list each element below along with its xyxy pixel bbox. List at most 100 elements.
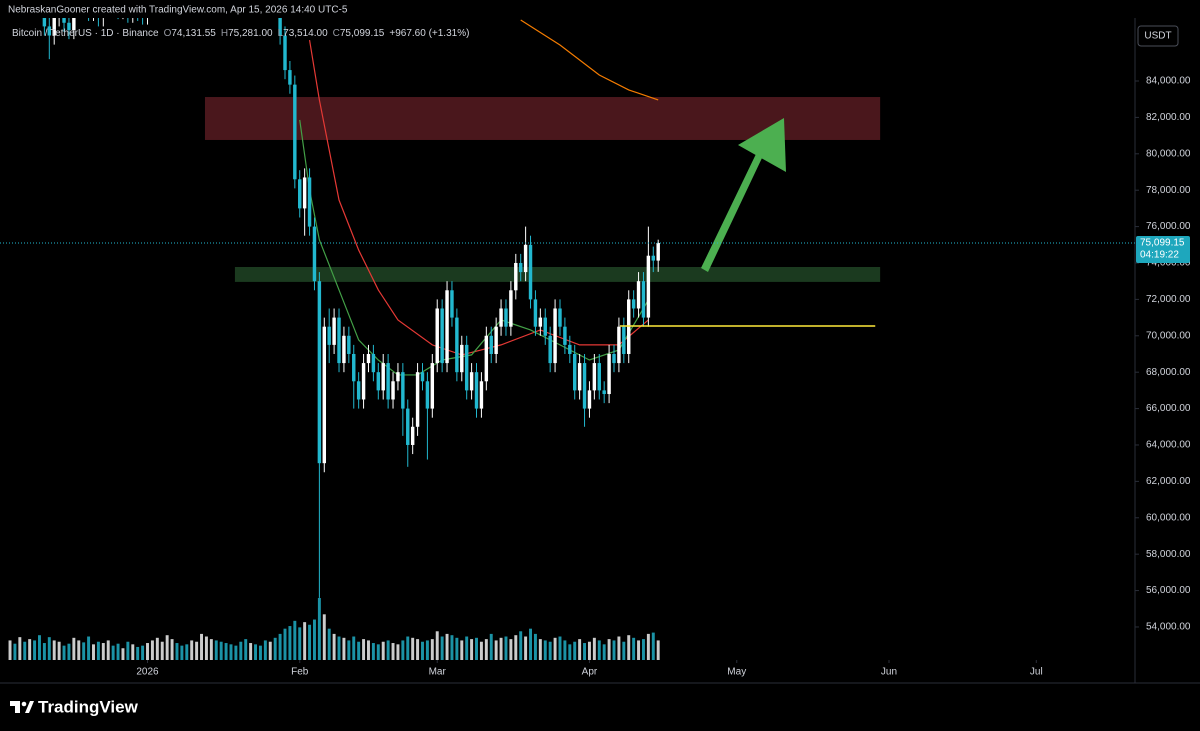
candle-body (337, 317, 341, 364)
logo-dot (21, 701, 27, 707)
volume-bar (219, 641, 223, 660)
candle-body (504, 308, 508, 327)
volume-bar (656, 640, 660, 660)
volume-bar (47, 637, 51, 660)
volume-bar (519, 631, 523, 660)
volume-bar (499, 637, 503, 660)
candle-body (533, 299, 538, 327)
volume-bar (33, 640, 37, 660)
y-tick-label: 68,000.00 (1146, 367, 1191, 378)
volume-bar (72, 637, 76, 660)
volume-bar (317, 598, 321, 660)
volume-bar (229, 644, 233, 660)
y-tick-label: 70,000.00 (1146, 330, 1191, 341)
volume-bar (543, 640, 547, 660)
volume-bar (87, 636, 91, 660)
candle-body (543, 317, 547, 336)
volume-bar (190, 640, 194, 660)
volume-bar (106, 640, 110, 660)
volume-bar (57, 641, 61, 660)
volume-bar (249, 643, 253, 660)
candle-body (646, 255, 651, 318)
legend-key: C (333, 28, 340, 39)
volume-bar (13, 643, 17, 660)
legend-key: O (164, 28, 172, 39)
candle-body (410, 426, 415, 445)
volume-bar (165, 635, 169, 660)
volume-bar (371, 643, 375, 660)
legend-value: 75,281.00 (228, 28, 273, 39)
volume-bar (352, 636, 356, 660)
candle-body (62, 18, 66, 23)
volume-bar (376, 644, 380, 660)
candle-body (312, 226, 317, 282)
volume-bar (298, 627, 302, 660)
x-tick-label: Apr (582, 667, 598, 678)
volume-bar (602, 644, 606, 660)
volume-bar (479, 641, 483, 660)
arrow-head (738, 118, 786, 172)
volume-bar (524, 636, 528, 660)
volume-bar (583, 643, 587, 660)
volume-bar (258, 645, 262, 660)
x-tick-label: Jul (1030, 667, 1043, 678)
volume-bar (146, 643, 149, 660)
volume-bar (273, 637, 277, 660)
y-tick-label: 74,000.00 (1146, 258, 1191, 269)
x-tick-label: Mar (429, 667, 447, 678)
volume-bar (303, 622, 307, 660)
volume-bar (401, 640, 405, 660)
volume-bar (116, 643, 120, 660)
volume-bar (470, 639, 474, 660)
currency-box[interactable] (1137, 25, 1179, 47)
volume-bar (386, 640, 390, 660)
plot-area (8, 18, 881, 660)
volume-bar (293, 620, 297, 660)
candle-body (435, 308, 439, 364)
volume-bar (268, 641, 272, 660)
volume-bar (283, 628, 287, 660)
volume-bar (597, 640, 601, 660)
volume-bar (175, 643, 179, 660)
volume-bar (92, 644, 95, 660)
candle-body (641, 281, 646, 318)
candle-body (484, 335, 489, 382)
candle-body (518, 262, 523, 273)
volume-bar (18, 637, 22, 660)
volume-bar (538, 639, 542, 660)
candle-body (352, 353, 356, 382)
volume-bar (136, 646, 140, 660)
candle-body (651, 255, 656, 261)
candle-body (342, 335, 346, 364)
currency[interactable]: USDT (1144, 31, 1171, 42)
volume-bar (568, 644, 572, 660)
candle-body (568, 344, 572, 354)
moving-average (308, 39, 649, 356)
candle-body (656, 242, 660, 261)
candle-body (553, 308, 557, 364)
y-tick-label: 84,000.00 (1146, 76, 1191, 87)
candle-body (302, 177, 307, 209)
candle-body (450, 290, 454, 318)
volume-bar (214, 640, 218, 660)
volume-bar (263, 640, 267, 660)
candle-body (558, 308, 562, 327)
credit: NebraskanGooner created with TradingView… (8, 5, 348, 16)
candle-body (322, 326, 327, 464)
volume-bar (573, 641, 577, 660)
volume-bar (347, 640, 351, 660)
volume-bar (234, 645, 238, 660)
candle-body (332, 317, 336, 345)
candle-body (597, 363, 601, 391)
volume-bar (445, 633, 449, 660)
candle-body (42, 18, 47, 27)
candle-body (514, 262, 518, 291)
candle-body (298, 179, 302, 209)
volume-bar (494, 640, 498, 660)
y-tick-label: 56,000.00 (1146, 585, 1191, 596)
candle-body (327, 326, 331, 345)
x-tick-label: May (727, 667, 746, 678)
volume-bar (484, 639, 488, 660)
logo-icon (10, 701, 34, 713)
